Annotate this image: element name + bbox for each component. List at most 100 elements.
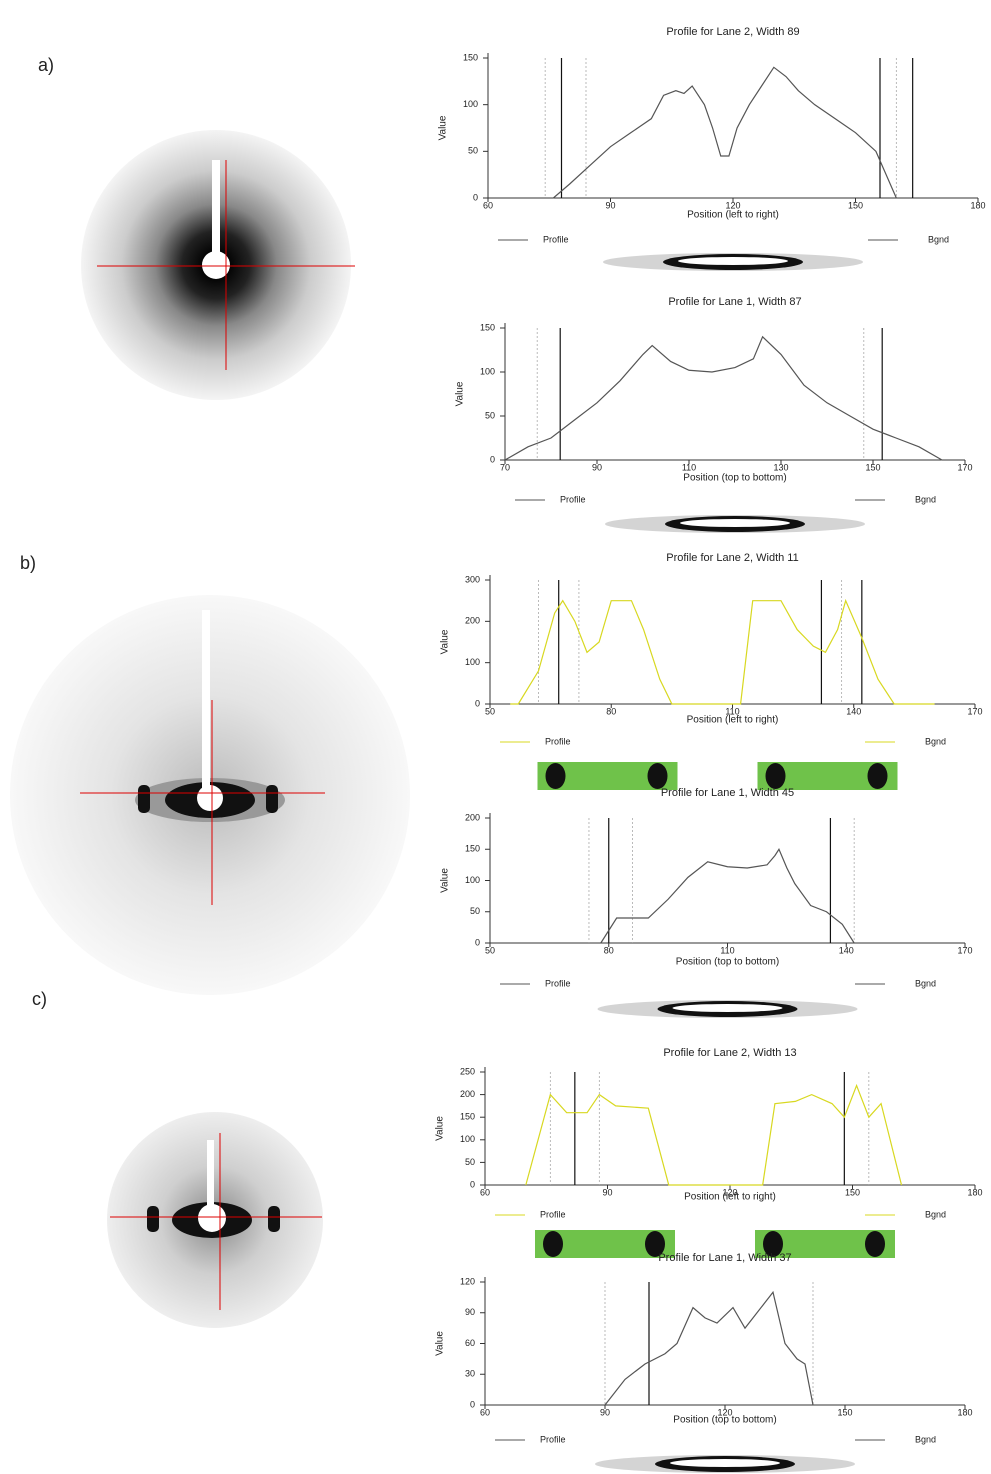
y-tick-label: 0 — [475, 937, 480, 947]
x-tick-label: 180 — [967, 1187, 982, 1197]
diffraction-image — [107, 1112, 323, 1328]
lane-strip — [605, 515, 865, 533]
y-tick-label: 60 — [465, 1338, 475, 1348]
x-tick-label: 60 — [480, 1407, 490, 1417]
x-axis-label: Position (top to bottom) — [673, 1415, 776, 1426]
y-tick-label: 150 — [460, 1112, 475, 1122]
y-axis-label: Value — [455, 381, 466, 406]
strip-spot — [647, 763, 668, 789]
y-tick-label: 100 — [465, 875, 480, 885]
strip-spot — [865, 1231, 885, 1257]
legend-label: Bgnd — [925, 736, 946, 746]
lane-strip — [595, 1455, 855, 1473]
legend-label: Bgnd — [915, 1434, 936, 1444]
x-tick-label: 70 — [500, 462, 510, 472]
x-tick-label: 170 — [957, 462, 972, 472]
y-tick-label: 90 — [465, 1307, 475, 1317]
x-tick-label: 120 — [717, 1407, 732, 1417]
strip-band — [678, 257, 788, 265]
y-tick-label: 0 — [475, 698, 480, 708]
chart-title: Profile for Lane 1, Width 87 — [668, 296, 801, 308]
y-tick-label: 0 — [470, 1179, 475, 1189]
y-axis-label: Value — [435, 1331, 446, 1356]
x-tick-label: 150 — [865, 462, 880, 472]
legend-label: Profile — [545, 736, 571, 746]
x-tick-label: 110 — [725, 706, 739, 716]
profile-line — [525, 1083, 903, 1186]
chart-title: Profile for Lane 2, Width 89 — [666, 26, 799, 38]
x-axis-label: Position (top to bottom) — [683, 473, 786, 484]
x-tick-label: 90 — [605, 200, 615, 210]
panel-label: a) — [38, 55, 54, 75]
x-tick-label: 110 — [682, 462, 696, 472]
y-tick-label: 100 — [480, 366, 495, 376]
profile-line — [600, 847, 855, 944]
legend-label: Bgnd — [925, 1209, 946, 1219]
x-tick-label: 120 — [722, 1187, 737, 1197]
y-tick-label: 200 — [465, 616, 480, 626]
x-tick-label: 90 — [602, 1187, 612, 1197]
x-axis-label: Position (left to right) — [684, 1192, 776, 1203]
legend-label: Profile — [545, 978, 571, 988]
chart-title: Profile for Lane 2, Width 13 — [663, 1047, 796, 1059]
x-tick-label: 60 — [483, 200, 493, 210]
lane-strip — [597, 1000, 858, 1018]
x-tick-label: 50 — [485, 706, 495, 716]
y-tick-label: 50 — [465, 1157, 475, 1167]
y-tick-label: 120 — [460, 1276, 475, 1286]
x-tick-label: 140 — [846, 706, 861, 716]
y-tick-label: 200 — [460, 1089, 475, 1099]
x-tick-label: 140 — [839, 945, 854, 955]
x-tick-label: 130 — [773, 462, 788, 472]
chart-title: Profile for Lane 2, Width 11 — [666, 552, 798, 564]
profile-line — [504, 335, 943, 461]
y-tick-label: 150 — [480, 322, 495, 332]
y-tick-label: 0 — [490, 454, 495, 464]
x-tick-label: 180 — [970, 200, 985, 210]
x-tick-label: 90 — [592, 462, 602, 472]
x-axis-label: Position (left to right) — [687, 210, 779, 221]
chart-title: Profile for Lane 1, Width 37 — [658, 1252, 791, 1264]
legend-label: Profile — [540, 1209, 566, 1219]
y-tick-label: 150 — [463, 52, 478, 62]
x-tick-label: 80 — [606, 706, 616, 716]
x-axis-label: Position (left to right) — [687, 715, 779, 726]
y-tick-label: 100 — [465, 657, 480, 667]
panel-label: b) — [20, 553, 36, 573]
profile-line — [510, 598, 935, 705]
y-tick-label: 0 — [473, 192, 478, 202]
x-tick-label: 170 — [967, 706, 982, 716]
legend-label: Profile — [540, 1434, 566, 1444]
x-tick-label: 110 — [720, 945, 734, 955]
x-tick-label: 90 — [600, 1407, 610, 1417]
x-tick-label: 150 — [845, 1187, 860, 1197]
y-tick-label: 50 — [470, 906, 480, 916]
diffraction-image — [10, 595, 410, 995]
y-tick-label: 50 — [485, 410, 495, 420]
y-axis-label: Value — [440, 868, 451, 893]
lane-strip — [535, 1230, 895, 1258]
y-tick-label: 100 — [463, 99, 478, 109]
profile-line — [552, 66, 897, 199]
y-tick-label: 30 — [465, 1369, 475, 1379]
y-tick-label: 300 — [465, 574, 480, 584]
y-tick-label: 200 — [465, 812, 480, 822]
strip-band — [670, 1459, 780, 1467]
x-tick-label: 150 — [848, 200, 863, 210]
y-tick-label: 100 — [460, 1134, 475, 1144]
strip-spot — [545, 763, 566, 789]
legend-label: Bgnd — [915, 978, 936, 988]
lane-strip — [537, 762, 898, 790]
y-tick-label: 0 — [470, 1399, 475, 1409]
chart-title: Profile for Lane 1, Width 45 — [661, 787, 794, 799]
x-tick-label: 50 — [485, 945, 495, 955]
y-axis-label: Value — [440, 629, 451, 654]
profile-line — [604, 1290, 814, 1406]
legend-label: Profile — [560, 494, 586, 504]
strip-spot — [867, 763, 888, 789]
diffraction-image — [81, 130, 355, 400]
panel-label: c) — [32, 989, 47, 1009]
x-tick-label: 170 — [957, 945, 972, 955]
y-tick-label: 50 — [468, 146, 478, 156]
